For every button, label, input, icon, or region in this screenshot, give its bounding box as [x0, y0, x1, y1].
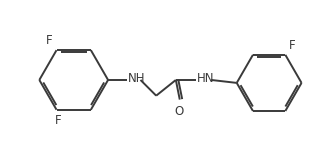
Text: NH: NH [128, 73, 145, 85]
Text: F: F [46, 34, 52, 47]
Text: F: F [289, 39, 296, 52]
Text: HN: HN [196, 73, 214, 85]
Text: F: F [55, 114, 62, 127]
Text: O: O [174, 106, 183, 118]
